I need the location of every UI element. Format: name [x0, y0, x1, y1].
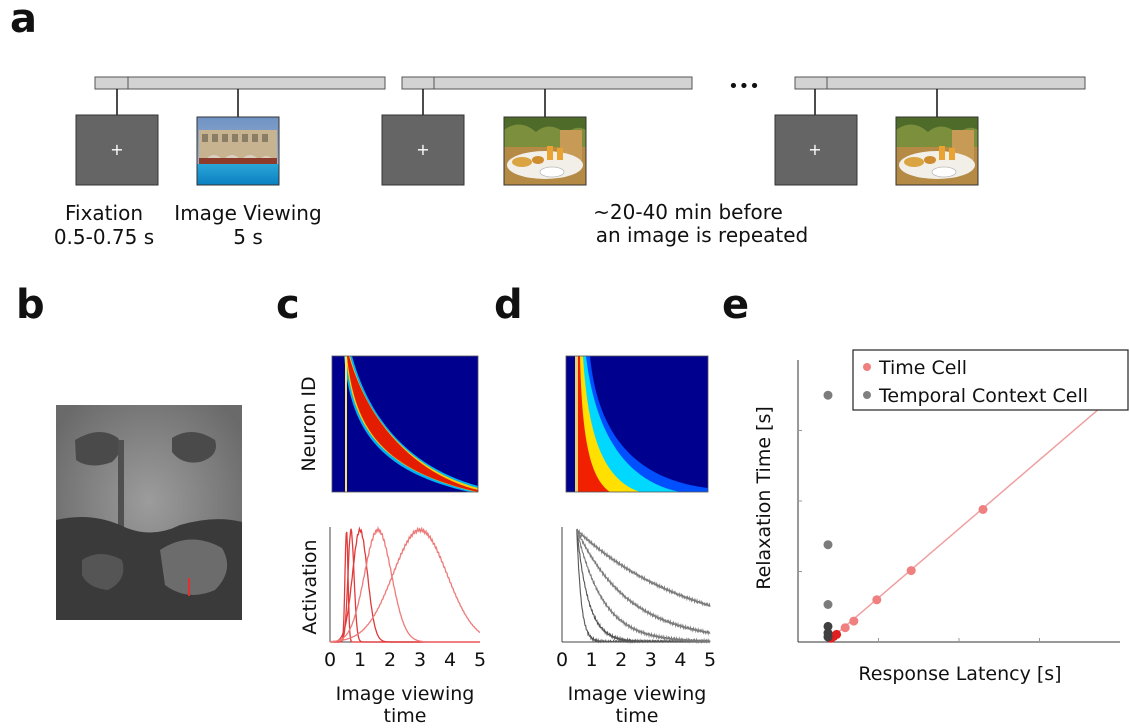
- legend: Time Cell Temporal Context Cell: [852, 349, 1129, 411]
- temporal-context-cell-point: [823, 540, 833, 550]
- c-xlabel-line1: Image viewing: [336, 683, 475, 705]
- trial-2: +: [381, 76, 693, 186]
- c-xlabel-line2: time: [384, 705, 427, 727]
- fixation-cross: +: [808, 140, 821, 159]
- temporal-context-cell-point: [823, 632, 833, 642]
- viewing-duration: 5 s: [233, 225, 263, 249]
- viewing-label: Image Viewing: [174, 201, 321, 225]
- temporal-context-cell-point: [823, 390, 833, 400]
- pool-image: [196, 116, 280, 186]
- fixation-cross: +: [416, 140, 429, 159]
- x-tick-label: 0: [556, 649, 568, 671]
- timeline-bar: [401, 76, 693, 90]
- repeat-note-line2: an image is repeated: [596, 223, 808, 247]
- legend-marker-time-cell: [863, 363, 871, 371]
- e-ylabel: Relaxation Time [s]: [753, 406, 775, 590]
- heatmap-d: [565, 355, 709, 493]
- x-tick-label: 5: [704, 649, 716, 671]
- x-tick-label: 1: [354, 649, 366, 671]
- activation-line-c: [329, 526, 481, 643]
- x-tick-label: 1: [586, 649, 598, 671]
- trial-3: +: [774, 76, 1086, 186]
- decay-line-d: [576, 528, 711, 636]
- legend-label-temporal-context-cell: Temporal Context Cell: [878, 385, 1088, 407]
- x-tick-label: 4: [674, 649, 686, 671]
- x-tick-label: 4: [444, 649, 456, 671]
- timeline-bar: [94, 76, 386, 90]
- decay-line-d: [576, 528, 711, 608]
- panel-label-b: b: [16, 282, 45, 328]
- heatmap-c: [331, 355, 479, 493]
- x-tick-label: 5: [474, 649, 486, 671]
- fixation-screen: [75, 114, 159, 186]
- panel-label-c: c: [276, 282, 300, 328]
- temporal-context-cell-point: [823, 621, 833, 631]
- time-cell-point: [849, 616, 859, 626]
- scatter-plot-e: Time Cell Temporal Context Cell: [797, 349, 1129, 643]
- fixation-screen: [774, 114, 858, 186]
- panel-label-d: d: [494, 282, 523, 328]
- fixation-label: Fixation: [65, 201, 143, 225]
- fixation-screen: [381, 114, 465, 186]
- temporal-context-cell-point: [823, 600, 833, 609]
- trial-1: +: [75, 76, 386, 186]
- decay-line-d: [576, 528, 711, 645]
- x-tick-label: 2: [384, 649, 396, 671]
- breakfast-image: [503, 116, 587, 186]
- panel-label-a: a: [10, 0, 37, 42]
- trial-timeline: + +: [54, 76, 1086, 249]
- activation-line-c: [330, 525, 480, 643]
- e-xlabel: Response Latency [s]: [858, 663, 1061, 685]
- fit-line: [827, 394, 1116, 642]
- time-cell-point: [840, 623, 850, 633]
- x-tick-label: 3: [645, 649, 657, 671]
- legend-marker-temporal-context-cell: [863, 391, 871, 399]
- repeat-note-line1: ~20-40 min before: [593, 200, 783, 224]
- fixation-duration: 0.5-0.75 s: [54, 225, 154, 249]
- time-cell-point: [832, 629, 842, 639]
- ellipsis: •••: [728, 76, 760, 97]
- time-cell-point: [978, 505, 988, 514]
- mri-slice: [56, 405, 242, 620]
- panel-label-e: e: [722, 282, 749, 328]
- activation-ylabel: Activation: [299, 539, 321, 634]
- x-tick-label: 3: [414, 649, 426, 671]
- x-tick-label: 0: [324, 649, 336, 671]
- time-cell-point: [906, 566, 916, 576]
- timeline-bar: [794, 76, 1086, 90]
- heatmap-ylabel: Neuron ID: [298, 376, 320, 471]
- d-xlabel-line2: time: [616, 705, 659, 727]
- fixation-cross: +: [110, 140, 123, 159]
- legend-label-time-cell: Time Cell: [878, 357, 967, 379]
- breakfast-image-repeat: [895, 116, 979, 186]
- decay-line-d: [576, 528, 711, 644]
- d-xlabel-line1: Image viewing: [568, 683, 707, 705]
- time-cell-point: [872, 595, 882, 605]
- x-tick-label: 2: [615, 649, 627, 671]
